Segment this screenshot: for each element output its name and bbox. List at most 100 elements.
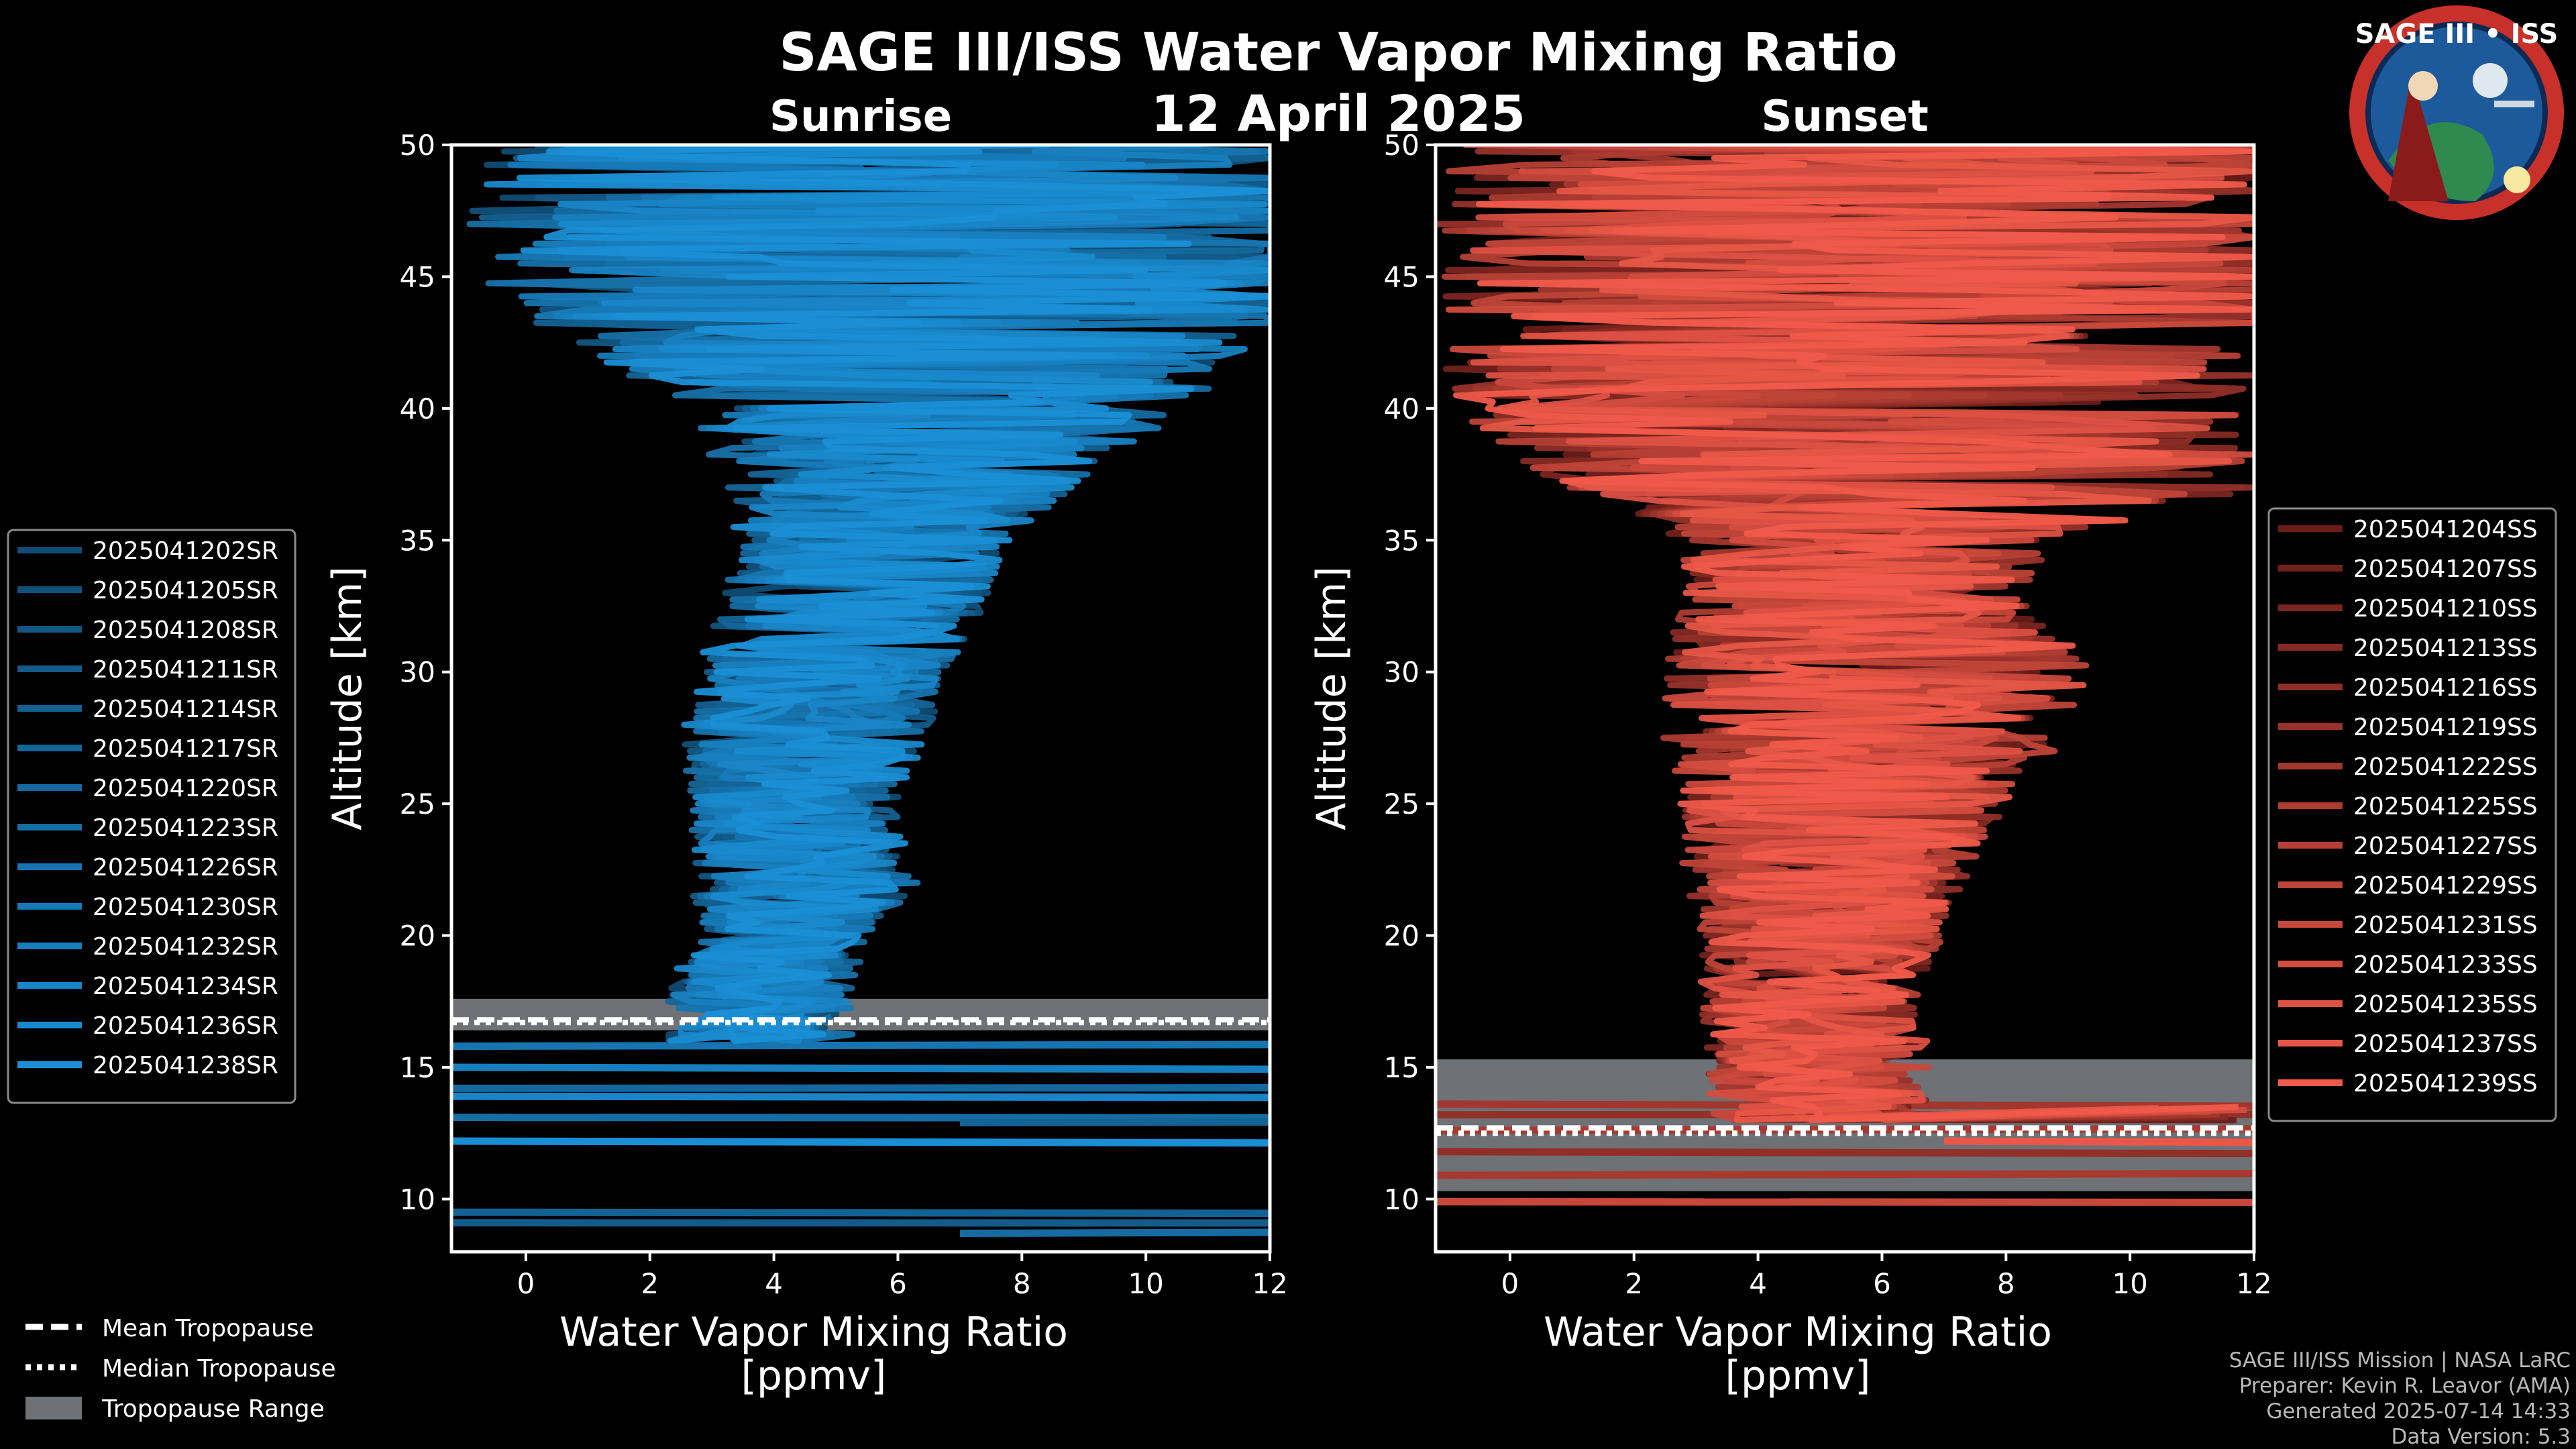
sunrise-y-axis-label: Altitude [km] — [324, 566, 371, 830]
sunset-y-axis-label: Altitude [km] — [1308, 566, 1355, 830]
sunset-low-level-line — [1436, 1197, 2254, 1206]
legend-label-2025041235SS: 2025041235SS — [2353, 991, 2538, 1018]
y-tick-label: 10 — [400, 1183, 435, 1216]
y-tick-label: 15 — [400, 1051, 435, 1084]
y-tick-label: 10 — [1384, 1183, 1419, 1216]
median-tropopause-label: Median Tropopause — [102, 1355, 336, 1383]
x-tick-label: 4 — [765, 1267, 783, 1300]
credits: SAGE III/ISS Mission | NASA LaRC Prepare… — [2229, 1348, 2571, 1449]
sunrise-low-level-line — [451, 1092, 1270, 1102]
sunset-low-level-line — [1436, 1170, 2254, 1179]
sunset-panel: Sunset 0 2 4 6 8 10 12 10 15 20 25 30 35 40 45 50 Water V… — [1308, 92, 2272, 1399]
sunset-axes-frame — [1434, 143, 2256, 1254]
legend-label-2025041217SR: 2025041217SR — [93, 735, 278, 763]
sunrise-low-level-line — [451, 1137, 1270, 1147]
x-tick-label: 8 — [1013, 1267, 1031, 1300]
figure-title: SAGE III/ISS Water Vapor Mixing Ratio — [779, 23, 1897, 83]
sunrise-low-level-line — [959, 1228, 1270, 1237]
legend-label-2025041231SS: 2025041231SS — [2353, 912, 2538, 939]
y-tick-label: 30 — [400, 656, 435, 689]
legend-label-2025041219SS: 2025041219SS — [2353, 714, 2538, 741]
x-tick-label: 0 — [517, 1267, 535, 1300]
y-tick-label: 35 — [400, 524, 435, 557]
sun-icon — [2504, 166, 2530, 193]
legend-label-2025041233SS: 2025041233SS — [2353, 951, 2538, 979]
moon-icon — [2473, 63, 2508, 98]
legend-label-2025041216SS: 2025041216SS — [2353, 674, 2538, 702]
credit-generated: Generated 2025-07-14 14:33 — [2266, 1399, 2571, 1424]
legend-label-2025041227SS: 2025041227SS — [2353, 833, 2538, 860]
sunset-x-axis-label: Water Vapor Mixing Ratio — [1544, 1309, 2052, 1356]
legend-label-2025041202SR: 2025041202SR — [93, 537, 278, 565]
sage-iss-mission-logo: SAGE III • ISS — [2349, 5, 2564, 220]
legend-label-2025041232SR: 2025041232SR — [93, 933, 278, 961]
legend-label-2025041222SS: 2025041222SS — [2353, 753, 2538, 781]
x-tick-label: 4 — [1749, 1267, 1767, 1300]
sunrise-low-level-line — [451, 1040, 1270, 1051]
legend-label-2025041204SS: 2025041204SS — [2353, 516, 2538, 543]
sunrise-title: Sunrise — [769, 92, 952, 142]
credit-version: Data Version: 5.3 — [2392, 1425, 2571, 1449]
mean-tropopause-label: Mean Tropopause — [102, 1315, 314, 1342]
y-tick-label: 40 — [1384, 392, 1419, 425]
y-tick-label: 45 — [400, 260, 435, 293]
y-tick-label: 50 — [400, 129, 435, 162]
y-tick-label: 20 — [1384, 920, 1419, 953]
tropopause-range-swatch — [25, 1397, 82, 1419]
legend-label-2025041237SS: 2025041237SS — [2353, 1030, 2538, 1058]
sunset-low-level-line — [1436, 1148, 2254, 1158]
tropopause-range-label: Tropopause Range — [101, 1395, 325, 1423]
figure-date: 12 April 2025 — [1151, 85, 1525, 143]
legend-label-2025041207SS: 2025041207SS — [2353, 555, 2538, 583]
x-tick-label: 8 — [1997, 1267, 2015, 1300]
x-tick-label: 2 — [1625, 1267, 1643, 1300]
x-tick-label: 2 — [641, 1267, 659, 1300]
legend-label-2025041211SR: 2025041211SR — [93, 656, 278, 684]
sunrise-low-level-line — [451, 1084, 1270, 1092]
y-tick-label: 25 — [400, 788, 435, 820]
sunset-x-axis-unit: [ppmv] — [1725, 1352, 1871, 1399]
sunset-legend: 2025041204SS 2025041207SS 2025041210SS 2025… — [2267, 507, 2557, 1122]
sunrise-axes-frame — [449, 143, 1272, 1254]
sunset-low-level-line — [1943, 1137, 2254, 1146]
y-tick-label: 30 — [1384, 656, 1419, 689]
credit-preparer: Preparer: Kevin R. Leavor (AMA) — [2239, 1374, 2571, 1398]
y-tick-label: 40 — [400, 392, 435, 425]
legend-label-2025041210SS: 2025041210SS — [2353, 595, 2538, 623]
profile-2025041239SS — [1453, 145, 2254, 1124]
legend-label-2025041226SR: 2025041226SR — [93, 854, 278, 881]
sunrise-x-axis-label: Water Vapor Mixing Ratio — [559, 1309, 1068, 1356]
sunset-title: Sunset — [1761, 92, 1928, 142]
y-tick-label: 45 — [1384, 260, 1419, 293]
figure-icon — [2388, 74, 2449, 201]
legend-label-2025041214SR: 2025041214SR — [93, 696, 278, 723]
x-tick-label: 10 — [2112, 1267, 2147, 1300]
y-tick-label: 20 — [400, 920, 435, 953]
credit-mission: SAGE III/ISS Mission | NASA LaRC — [2229, 1348, 2571, 1373]
x-tick-label: 6 — [889, 1267, 907, 1300]
legend-label-2025041229SS: 2025041229SS — [2353, 872, 2538, 900]
profile-2025041238SR — [516, 145, 1270, 1044]
legend-label-2025041238SR: 2025041238SR — [93, 1052, 278, 1079]
x-tick-label: 12 — [1252, 1267, 1287, 1300]
sunrise-legend-box — [7, 529, 297, 1104]
sunrise-x-axis-unit: [ppmv] — [741, 1352, 887, 1399]
y-tick-label: 50 — [1384, 129, 1419, 162]
sunrise-low-level-line — [451, 1208, 1270, 1218]
sunrise-panel: Sunrise 0 2 4 6 8 10 12 10 15 20 25 30 35 40 45 50 Water … — [324, 92, 1288, 1399]
legend-label-2025041239SS: 2025041239SS — [2353, 1070, 2538, 1097]
y-tick-label: 15 — [1384, 1051, 1419, 1084]
legend-label-2025041225SS: 2025041225SS — [2353, 793, 2538, 820]
x-tick-label: 10 — [1128, 1267, 1163, 1300]
legend-label-2025041205SR: 2025041205SR — [93, 577, 278, 604]
y-tick-label: 35 — [1384, 524, 1419, 557]
iss-icon — [2494, 101, 2534, 107]
logo-title: SAGE III • ISS — [2355, 19, 2559, 50]
y-tick-label: 25 — [1384, 788, 1419, 820]
x-tick-label: 6 — [1873, 1267, 1891, 1300]
sunrise-legend: 2025041202SR 2025041205SR 2025041208SR 2025… — [7, 529, 297, 1104]
legend-label-2025041230SR: 2025041230SR — [93, 894, 278, 921]
legend-label-2025041220SR: 2025041220SR — [93, 775, 278, 802]
sunrise-low-level-line — [451, 1063, 1270, 1073]
